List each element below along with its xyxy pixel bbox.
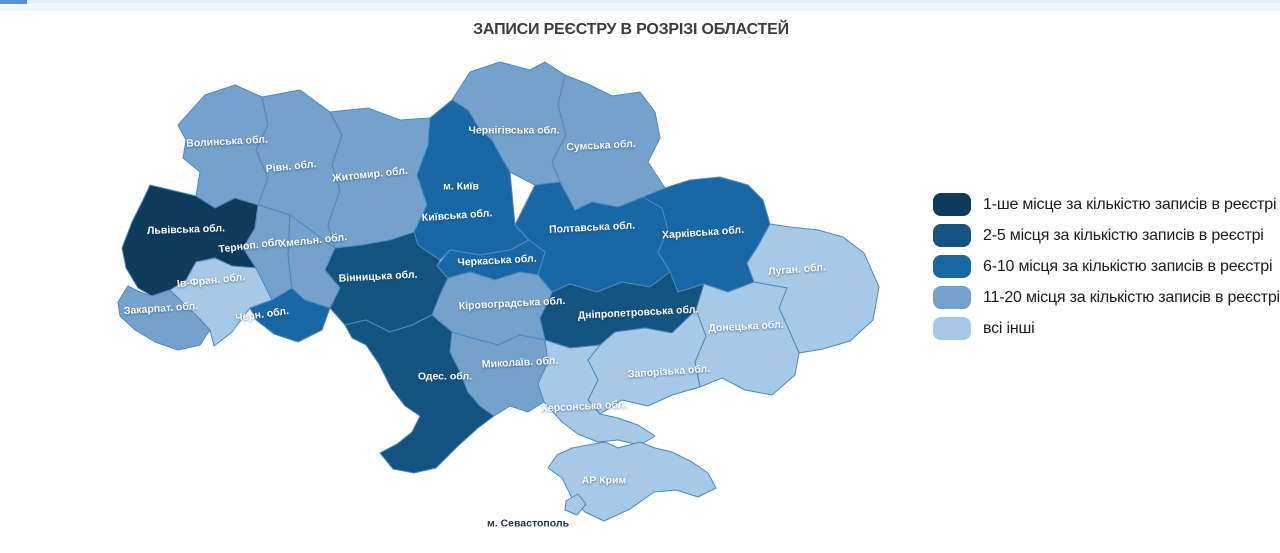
legend-swatch-3 (933, 255, 971, 278)
page-title: ЗАПИСИ РЕЄСТРУ В РОЗРІЗІ ОБЛАСТЕЙ (473, 21, 789, 38)
region-kherson[interactable] (537, 339, 656, 446)
region-volyn[interactable] (177, 84, 269, 209)
region-label-sevastopol: м. Севастополь (487, 518, 570, 530)
legend-swatch-1 (933, 193, 971, 216)
legend-swatch-2 (933, 224, 971, 247)
legend-swatch-5 (933, 317, 971, 340)
top-strip (0, 0, 1280, 11)
legend-item-4[interactable]: 11-20 місця за кількістю записів в реєст… (933, 286, 1280, 309)
region-sevastopol[interactable] (564, 493, 587, 516)
legend-item-3[interactable]: 6-10 місця за кількістю записів в реєстр… (933, 255, 1280, 278)
region-mykolaiv[interactable] (449, 331, 549, 417)
region-odesa[interactable] (344, 314, 495, 474)
legend-label-5: всі інші (983, 319, 1035, 337)
legend-item-2[interactable]: 2-5 місця за кількістю записів в реєстрі (933, 224, 1280, 247)
top-accent-bar (0, 0, 27, 4)
region-chernivtsi[interactable] (249, 287, 331, 343)
legend-swatch-4 (933, 286, 971, 309)
legend-item-1[interactable]: 1-ше місце за кількістю записів в реєстр… (933, 193, 1280, 216)
legend-item-5[interactable]: всі інші (933, 317, 1280, 340)
region-crimea[interactable] (547, 441, 717, 522)
region-zakarpattia[interactable] (117, 285, 211, 351)
legend: 1-ше місце за кількістю записів в реєстр… (933, 193, 1280, 348)
region-luhansk[interactable] (746, 223, 880, 354)
legend-label-4: 11-20 місця за кількістю записів в реєст… (983, 288, 1280, 306)
region-zhytomyr[interactable] (327, 107, 431, 249)
region-sumy[interactable] (551, 74, 666, 211)
legend-label-2: 2-5 місця за кількістю записів в реєстрі (983, 226, 1264, 244)
legend-label-1: 1-ше місце за кількістю записів в реєстр… (983, 195, 1277, 213)
legend-label-3: 6-10 місця за кількістю записів в реєстр… (983, 257, 1273, 275)
region-donetsk[interactable] (694, 281, 800, 396)
